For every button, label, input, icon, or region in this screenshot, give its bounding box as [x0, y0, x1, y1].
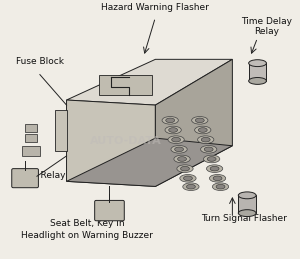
FancyBboxPatch shape — [95, 200, 124, 221]
Ellipse shape — [238, 192, 256, 199]
Ellipse shape — [198, 128, 207, 132]
Ellipse shape — [174, 155, 190, 163]
Ellipse shape — [212, 183, 229, 191]
Ellipse shape — [192, 117, 208, 124]
Ellipse shape — [210, 166, 219, 171]
Ellipse shape — [180, 175, 196, 182]
Text: Seat Belt, Key in: Seat Belt, Key in — [50, 219, 124, 228]
Text: Time Delay: Time Delay — [241, 17, 292, 26]
Ellipse shape — [206, 165, 223, 172]
Ellipse shape — [201, 137, 210, 142]
Text: Fuse Block: Fuse Block — [16, 57, 64, 66]
Ellipse shape — [203, 155, 220, 163]
Bar — [238, 195, 256, 213]
Bar — [99, 75, 152, 95]
Polygon shape — [67, 138, 232, 186]
Ellipse shape — [178, 157, 187, 161]
Ellipse shape — [207, 157, 216, 161]
Text: Horn Relay: Horn Relay — [16, 171, 66, 180]
Ellipse shape — [213, 176, 222, 181]
Ellipse shape — [169, 128, 178, 132]
Text: Hazard Warning Flasher: Hazard Warning Flasher — [101, 3, 209, 12]
Ellipse shape — [249, 60, 266, 67]
Ellipse shape — [181, 166, 189, 171]
Ellipse shape — [209, 175, 226, 182]
Ellipse shape — [171, 146, 187, 153]
Text: Headlight on Warning Buzzer: Headlight on Warning Buzzer — [21, 231, 153, 240]
Ellipse shape — [200, 146, 217, 153]
Ellipse shape — [216, 184, 225, 189]
Ellipse shape — [184, 176, 192, 181]
Polygon shape — [67, 59, 232, 105]
Ellipse shape — [165, 126, 181, 134]
Text: Relay: Relay — [254, 27, 279, 37]
FancyBboxPatch shape — [12, 169, 38, 188]
Bar — [249, 63, 266, 81]
Ellipse shape — [166, 118, 175, 123]
Ellipse shape — [168, 136, 184, 143]
Ellipse shape — [238, 210, 256, 217]
Ellipse shape — [183, 183, 199, 191]
Text: Turn Signal Flasher: Turn Signal Flasher — [201, 214, 287, 223]
Polygon shape — [155, 59, 232, 186]
Bar — [25, 124, 37, 132]
Ellipse shape — [162, 117, 178, 124]
Ellipse shape — [195, 118, 204, 123]
Ellipse shape — [198, 136, 214, 143]
Ellipse shape — [195, 126, 211, 134]
Bar — [22, 146, 40, 156]
Polygon shape — [55, 110, 67, 151]
Ellipse shape — [204, 147, 213, 152]
Ellipse shape — [177, 165, 193, 172]
Text: AUTO-DATA: AUTO-DATA — [90, 136, 162, 146]
Ellipse shape — [187, 184, 195, 189]
Ellipse shape — [249, 77, 266, 84]
Bar — [25, 134, 37, 142]
Polygon shape — [67, 100, 155, 186]
Ellipse shape — [172, 137, 181, 142]
Ellipse shape — [175, 147, 184, 152]
